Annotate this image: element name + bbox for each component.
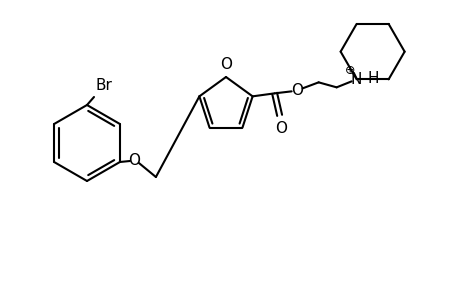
- Text: O: O: [128, 152, 140, 167]
- Text: H: H: [367, 71, 378, 86]
- Text: O: O: [290, 83, 302, 98]
- Text: Br: Br: [96, 78, 112, 93]
- Text: N: N: [350, 72, 362, 87]
- Text: O: O: [274, 121, 286, 136]
- Text: ⊕: ⊕: [344, 64, 354, 77]
- Text: O: O: [219, 57, 231, 72]
